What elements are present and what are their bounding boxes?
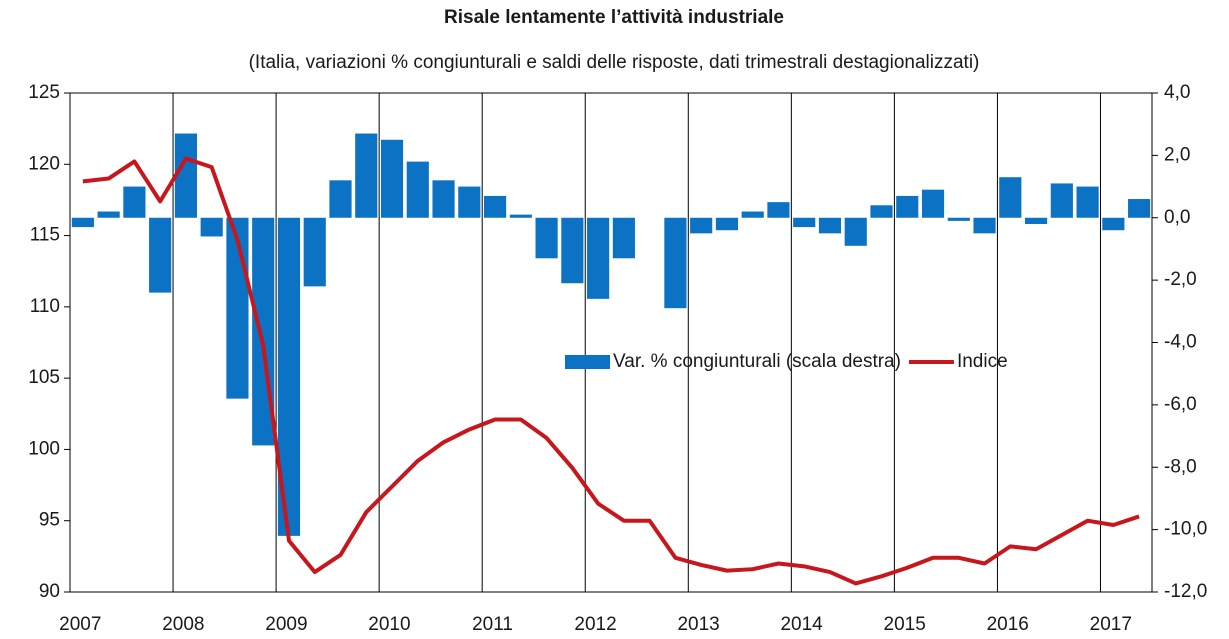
bar [844,217,867,246]
y2-tick-label: 0,0 [1164,207,1190,228]
bar [200,217,223,237]
bar [741,211,764,218]
x-tick-label: 2008 [162,614,204,635]
y-tick-label: 110 [30,296,60,317]
bar [535,217,558,259]
y-tick-label: 95 [39,510,60,531]
bar [896,195,919,218]
y2-tick-label: -8,0 [1164,456,1197,477]
bar [561,217,584,284]
bar [123,186,146,218]
x-tick-label: 2010 [368,614,410,635]
bar [149,217,172,293]
x-tick-label: 2017 [1090,614,1132,635]
y2-tick-label: -12,0 [1164,581,1207,602]
y2-tick-label: 4,0 [1164,82,1190,103]
y2-tick-label: -4,0 [1164,332,1197,353]
bar [664,217,687,309]
bar [690,217,713,234]
bar [715,217,739,231]
legend-label: Indice [957,351,1008,372]
y2-tick-label: -2,0 [1164,269,1197,290]
legend-label: Var. % congiunturali (scala destra) [613,351,901,372]
bar [1102,217,1125,231]
bar [483,195,507,218]
bar [947,217,970,221]
y2-tick-label: 2,0 [1164,144,1190,165]
y-tick-label: 105 [28,367,60,388]
bar [329,180,352,218]
x-tick-label: 2014 [780,614,823,635]
y-tick-label: 90 [39,581,60,602]
bar [818,217,842,234]
bar [380,139,404,218]
chart-subtitle: (Italia, variazioni % congiunturali e sa… [249,52,980,73]
x-tick-label: 2007 [59,614,101,635]
y2-tick-label: -6,0 [1164,394,1197,415]
bar [921,189,945,218]
bar [71,217,94,228]
chart-title: Risale lentamente l’attività industriale [444,7,784,28]
legend-swatch [565,355,610,369]
x-tick-label: 2013 [677,614,719,635]
bar [870,205,893,218]
bar [174,133,198,218]
bar [612,217,635,259]
bar [406,161,429,218]
bar [973,217,996,234]
x-tick-label: 2009 [265,614,307,635]
x-tick-label: 2012 [574,614,616,635]
bar [767,202,790,218]
line [82,156,1140,586]
bar [458,186,481,218]
bar [587,217,610,299]
bar [1128,199,1151,218]
bar [1076,186,1099,218]
y-tick-label: 100 [28,438,60,459]
y2-tick-label: -10,0 [1164,519,1207,540]
bar [277,217,301,536]
bar [1024,217,1048,224]
y-tick-label: 115 [30,225,60,246]
x-tick-label: 2015 [884,614,926,635]
bar [999,177,1022,218]
x-tick-label: 2011 [472,614,513,635]
bar [793,217,816,228]
y-tick-label: 120 [28,153,60,174]
bar [97,211,120,218]
x-tick-label: 2016 [987,614,1029,635]
bar [432,180,455,218]
bar [303,217,326,287]
bar [355,133,378,218]
plot-frame [69,92,1153,593]
y-tick-label: 125 [28,82,60,103]
bar [509,214,532,218]
bar [1050,183,1073,218]
